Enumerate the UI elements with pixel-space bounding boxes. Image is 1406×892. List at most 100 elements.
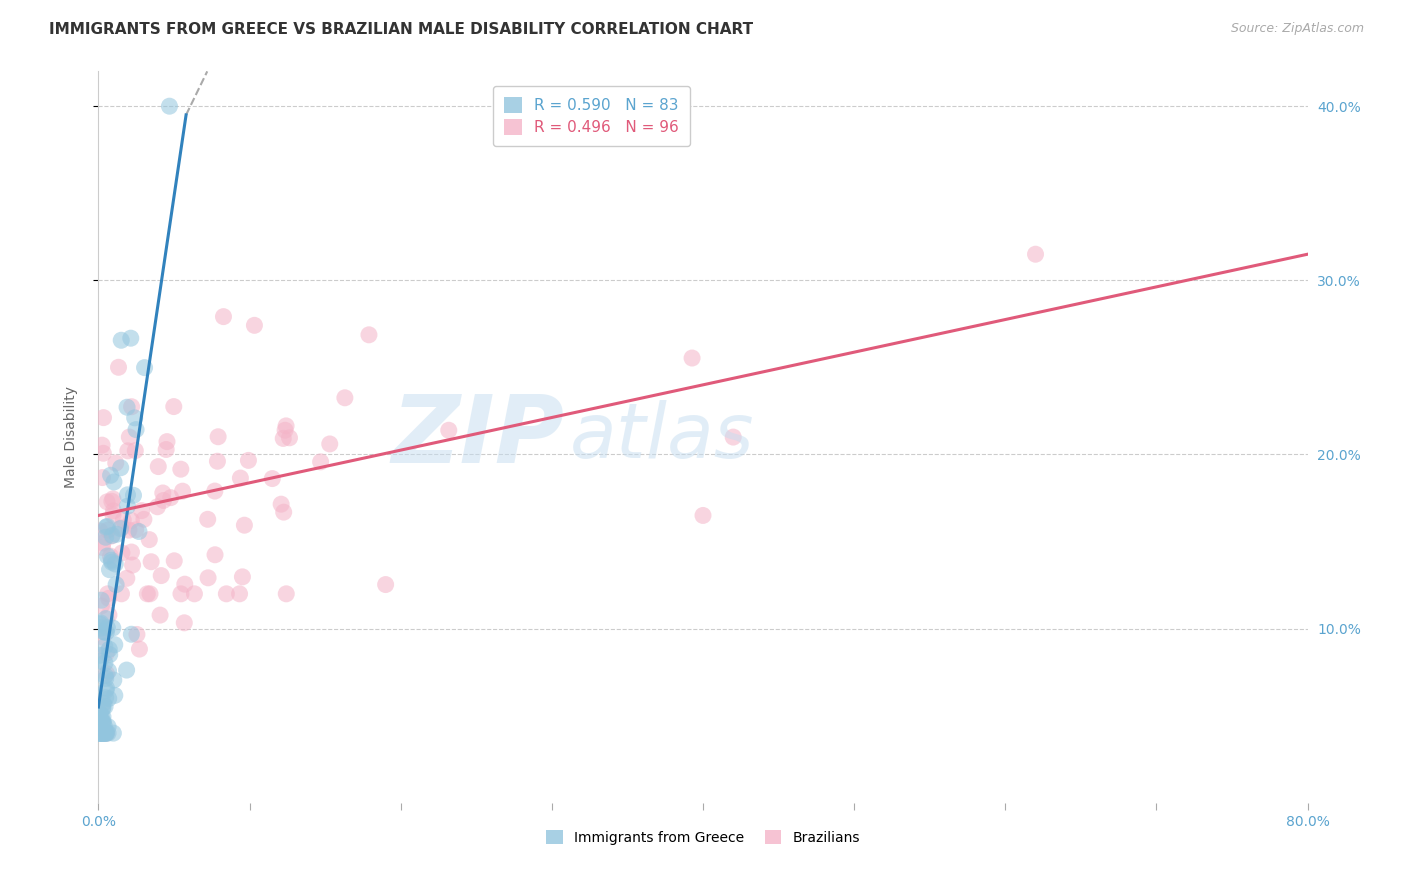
Point	[207, 454, 229, 468]
Point	[89, 524, 111, 538]
Point	[94, 690, 117, 705]
Point	[274, 418, 297, 433]
Point	[121, 558, 143, 572]
Point	[111, 521, 134, 535]
Point	[357, 327, 380, 342]
Point	[91, 446, 114, 460]
Point	[93, 715, 115, 730]
Point	[692, 508, 714, 523]
Point	[204, 548, 226, 562]
Point	[215, 587, 238, 601]
Point	[228, 587, 250, 601]
Point	[103, 475, 125, 489]
Point	[96, 666, 118, 681]
Point	[128, 642, 150, 657]
Point	[96, 726, 118, 740]
Point	[243, 318, 266, 333]
Point	[262, 472, 284, 486]
Point	[163, 554, 186, 568]
Point	[148, 459, 170, 474]
Point	[94, 640, 117, 654]
Point	[89, 654, 111, 668]
Point	[723, 430, 745, 444]
Point	[124, 410, 146, 425]
Point	[94, 520, 117, 534]
Point	[437, 423, 460, 437]
Point	[152, 486, 174, 500]
Point	[98, 648, 121, 662]
Point	[271, 432, 294, 446]
Point	[115, 401, 138, 415]
Point	[97, 664, 120, 678]
Point	[159, 99, 181, 113]
Point	[139, 587, 162, 601]
Point	[110, 333, 132, 347]
Point	[96, 621, 118, 635]
Point	[156, 434, 179, 449]
Point	[159, 491, 181, 505]
Point	[97, 607, 120, 622]
Point	[150, 568, 173, 582]
Point	[1024, 247, 1046, 261]
Point	[309, 455, 332, 469]
Point	[100, 553, 122, 567]
Point	[98, 563, 121, 577]
Point	[103, 504, 125, 518]
Point	[100, 468, 122, 483]
Point	[101, 494, 124, 508]
Point	[136, 587, 159, 601]
Point	[101, 528, 124, 542]
Point	[117, 443, 139, 458]
Point	[103, 726, 125, 740]
Point	[172, 484, 194, 499]
Point	[90, 593, 112, 607]
Point	[97, 726, 120, 740]
Point	[333, 391, 356, 405]
Point	[91, 536, 114, 550]
Point	[94, 683, 117, 698]
Point	[91, 715, 114, 730]
Point	[104, 456, 127, 470]
Point	[128, 524, 150, 539]
Point	[173, 577, 195, 591]
Point	[125, 523, 148, 537]
Point	[170, 587, 193, 601]
Point	[96, 549, 118, 563]
Point	[117, 500, 139, 514]
Point	[100, 549, 122, 563]
Point	[97, 587, 120, 601]
Point	[91, 630, 114, 644]
Point	[115, 663, 138, 677]
Point	[121, 400, 143, 414]
Point	[90, 599, 112, 613]
Point	[131, 503, 153, 517]
Point	[89, 726, 111, 740]
Point	[93, 625, 115, 640]
Point	[90, 621, 112, 635]
Point	[91, 726, 114, 740]
Point	[93, 696, 115, 710]
Point	[96, 495, 118, 509]
Point	[134, 360, 156, 375]
Point	[118, 430, 141, 444]
Point	[94, 612, 117, 626]
Point	[101, 491, 124, 506]
Point	[229, 471, 252, 485]
Point	[89, 726, 111, 740]
Point	[149, 608, 172, 623]
Point	[107, 360, 129, 375]
Point	[90, 615, 112, 630]
Point	[91, 715, 114, 730]
Point	[90, 708, 112, 723]
Point	[110, 460, 132, 475]
Point	[93, 410, 115, 425]
Legend: Immigrants from Greece, Brazilians: Immigrants from Greece, Brazilians	[536, 820, 870, 855]
Point	[91, 700, 114, 714]
Point	[93, 726, 115, 740]
Point	[94, 726, 117, 740]
Point	[91, 701, 114, 715]
Point	[94, 726, 117, 740]
Point	[125, 627, 148, 641]
Point	[91, 438, 114, 452]
Point	[105, 577, 128, 591]
